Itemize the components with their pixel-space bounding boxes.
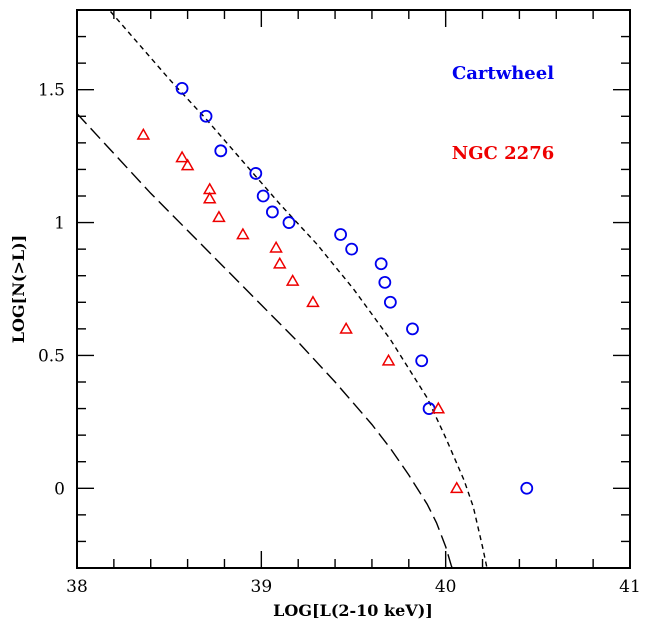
- x-tick-label: 40: [435, 577, 457, 597]
- ngc-2276-point: [180, 158, 195, 171]
- legend-cartwheel: Cartwheel: [452, 63, 554, 84]
- cartwheel-point: [265, 205, 279, 219]
- tick-labels: 38 39 40 41 0 0.5 1 1.5: [38, 81, 641, 597]
- x-axis-label: LOG[L(2-10 keV)]: [273, 601, 433, 620]
- y-tick-label: 1.5: [38, 81, 65, 101]
- cartwheel-point: [383, 295, 397, 309]
- ngc-2276-point: [431, 401, 446, 414]
- cartwheel-point: [175, 81, 189, 95]
- ngc-2276-point: [449, 481, 464, 494]
- cartwheel-point: [199, 109, 213, 123]
- cartwheel-point: [415, 354, 429, 368]
- short-dashed-model-curve: [108, 10, 488, 568]
- legend-ngc-2276: NGC 2276: [452, 143, 555, 164]
- ngc-2276-point: [136, 127, 151, 140]
- y-tick-label: 1: [54, 214, 65, 234]
- cartwheel-point: [249, 167, 263, 180]
- x-tick-label: 39: [251, 577, 273, 597]
- cartwheel-point: [378, 275, 392, 289]
- model-curves: [77, 10, 488, 568]
- ngc-2276-point: [236, 227, 250, 240]
- plot-frame: [76, 9, 631, 569]
- ngc-2276-point: [175, 150, 189, 163]
- y-axis-label: LOG[N(>L)]: [9, 235, 28, 343]
- ngc-2276-point: [272, 256, 287, 269]
- y-tick-label: 0.5: [38, 346, 65, 366]
- ngc-2276-point: [339, 321, 353, 334]
- ngc-2276-point: [202, 191, 217, 204]
- ngc-2276-point: [381, 353, 396, 366]
- x-tick-label: 38: [66, 577, 88, 597]
- ngc-2276-point: [306, 295, 320, 308]
- axis-ticks: [76, 9, 631, 569]
- cartwheel-point: [520, 481, 534, 495]
- cartwheel-point: [345, 242, 359, 256]
- cartwheel-point: [256, 189, 270, 203]
- cartwheel-point: [374, 257, 388, 271]
- ngc-2276-point: [269, 240, 283, 253]
- ngc-2276-point: [285, 274, 300, 286]
- x-tick-label: 41: [619, 577, 641, 597]
- ngc-2276-point: [212, 210, 226, 223]
- y-tick-label: 0: [54, 479, 65, 499]
- cartwheel-point: [334, 228, 347, 241]
- data-points: [136, 81, 534, 495]
- cartwheel-point: [214, 144, 228, 158]
- long-dashed-model-curve: [77, 113, 453, 568]
- cartwheel-point: [406, 322, 419, 336]
- cartwheel-point: [282, 216, 296, 229]
